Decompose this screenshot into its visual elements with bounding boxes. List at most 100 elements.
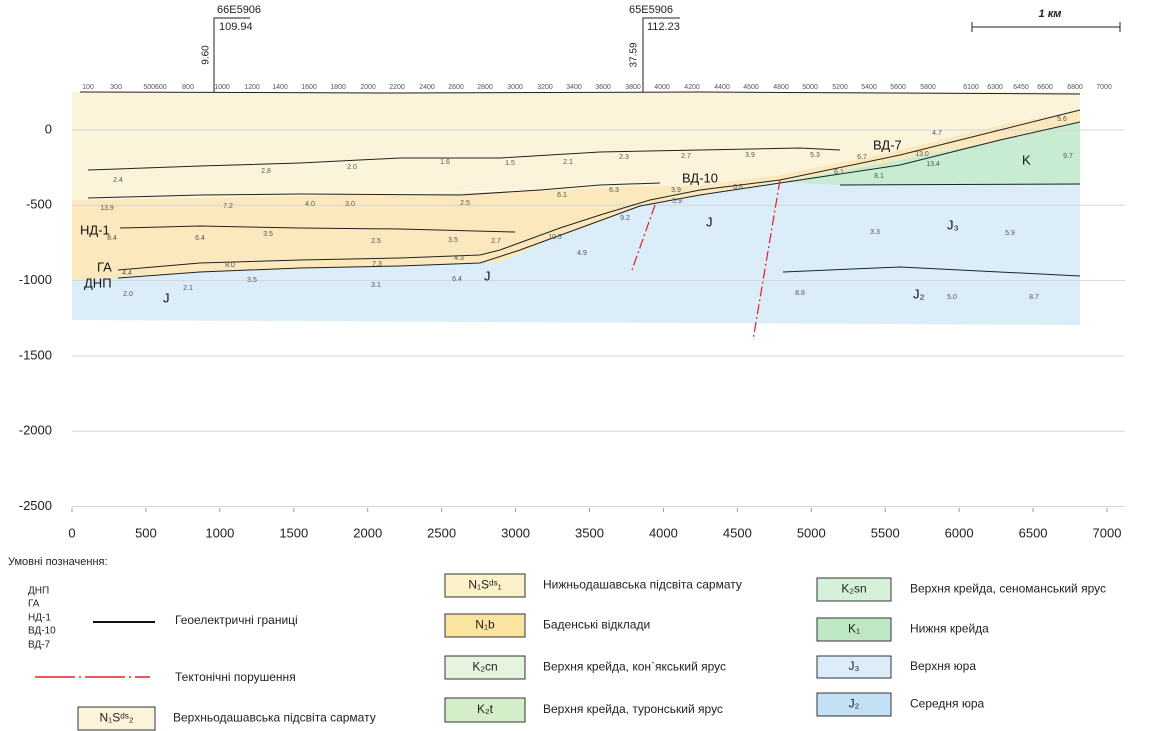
resistivity-label: 2.3 <box>619 154 629 161</box>
layer-label: НД-1 <box>80 222 110 237</box>
legend-code: K₁ <box>848 622 860 636</box>
legend-code: J₂ <box>849 697 860 711</box>
well-elevation: 109.94 <box>219 21 253 33</box>
picket-label: 5200 <box>832 84 848 91</box>
page: {"wells":[{"name":"66Е5906","elevation":… <box>0 0 1163 731</box>
picket-label: 6450 <box>1013 84 1029 91</box>
legend-text: Верхня крейда, туронський ярус <box>543 702 723 716</box>
resistivity-label: 2.1 <box>183 285 193 292</box>
resistivity-label: 6.1 <box>834 169 844 176</box>
legend-boundary: ВД-7 <box>28 640 51 651</box>
picket-label: 2600 <box>448 84 464 91</box>
section: 66Е5906 109.94 9.60 65Е5906 112.23 37.59… <box>0 0 1163 731</box>
resistivity-label: 3.9 <box>745 152 755 159</box>
resistivity-label: 5.9 <box>672 198 682 205</box>
picket-label: 4600 <box>743 84 759 91</box>
layer-label: J₂ <box>913 286 925 301</box>
x-tick-label: 1500 <box>279 525 308 540</box>
picket-label: 6600 <box>1037 84 1053 91</box>
x-tick-label: 7000 <box>1093 525 1122 540</box>
resistivity-label: 3.5 <box>448 237 458 244</box>
resistivity-label: 3.5 <box>263 231 273 238</box>
picket-label: 1400 <box>272 84 288 91</box>
legend-text: Верхньодашавська підсвіта сармату <box>173 711 376 725</box>
resistivity-label: 3.5 <box>247 277 257 284</box>
legend-text: Тектонічні порушення <box>175 670 296 684</box>
resistivity-label: 6.6 <box>733 184 743 191</box>
resistivity-label: 2.1 <box>563 159 573 166</box>
y-tick-label: -1500 <box>19 347 52 362</box>
resistivity-label: 4.4 <box>122 270 132 277</box>
resistivity-label: 8.8 <box>795 290 805 297</box>
y-tick-label: -2000 <box>19 423 52 438</box>
layer-label: ДНП <box>84 275 112 290</box>
picket-label: 7000 <box>1096 84 1112 91</box>
resistivity-label: 8.1 <box>874 173 884 180</box>
x-tick-label: 6000 <box>945 525 974 540</box>
resistivity-label: 13.9 <box>100 205 114 212</box>
resistivity-label: 8.7 <box>1029 294 1039 301</box>
resistivity-label: 3.9 <box>671 187 681 194</box>
layer-label: K <box>1022 152 1031 167</box>
well-depth: 37.59 <box>629 42 640 67</box>
picket-label: 6800 <box>1067 84 1083 91</box>
picket-label: 1800 <box>330 84 346 91</box>
legend-code: K₂t <box>477 702 494 716</box>
resistivity-label: 2.7 <box>491 238 501 245</box>
well-depth: 9.60 <box>201 45 212 65</box>
resistivity-label: 13.4 <box>926 161 940 168</box>
resistivity-label: 10.5 <box>548 234 562 241</box>
resistivity-label: 3.0 <box>345 201 355 208</box>
picket-label: 3800 <box>625 84 641 91</box>
picket-label: 4200 <box>684 84 700 91</box>
legend-text: Верхня юра <box>910 659 976 673</box>
legend-boundary: ДНП <box>28 586 49 597</box>
layer-label: J₃ <box>947 217 959 232</box>
picket-label: 3400 <box>566 84 582 91</box>
x-tick-label: 6500 <box>1019 525 1048 540</box>
legend-code: J₃ <box>849 659 860 673</box>
y-tick-label: 0 <box>45 121 52 136</box>
picket-label: 300 <box>110 84 122 91</box>
picket-label: 5600 <box>890 84 906 91</box>
x-tick-label: 2500 <box>427 525 456 540</box>
resistivity-label: 4.7 <box>932 130 942 137</box>
resistivity-label: 4.3 <box>454 255 464 262</box>
x-tick-label: 4000 <box>649 525 678 540</box>
legend-code: N₁Sᵈˢ₂ <box>100 711 134 725</box>
y-tick-label: -500 <box>26 197 52 212</box>
legend-text: Верхня крейда, кон`якський ярус <box>543 660 726 674</box>
legend-boundary: ГА <box>28 599 40 610</box>
resistivity-label: 13.0 <box>915 151 929 158</box>
x-tick-label: 0 <box>68 525 75 540</box>
resistivity-label: 9.2 <box>620 215 630 222</box>
legend-text: Геоелектричні границі <box>175 613 298 627</box>
x-tick-label: 5000 <box>797 525 826 540</box>
legend-code: N₁Sᵈˢ₁ <box>468 578 501 592</box>
picket-label: 1000 <box>214 84 230 91</box>
resistivity-label: 2.8 <box>261 168 271 175</box>
picket-label: 2800 <box>477 84 493 91</box>
x-tick-label: 1000 <box>205 525 234 540</box>
resistivity-label: 4.0 <box>305 201 315 208</box>
resistivity-label: 4.9 <box>577 250 587 257</box>
picket-label: 1200 <box>244 84 260 91</box>
resistivity-label: 2.7 <box>681 153 691 160</box>
legend-code: K₂sn <box>841 582 866 596</box>
resistivity-label: 2.4 <box>113 177 123 184</box>
y-tick-label: -2500 <box>19 498 52 513</box>
picket-label: 100 <box>82 84 94 91</box>
well-elevation: 112.23 <box>647 21 680 33</box>
resistivity-label: 2.5 <box>371 238 381 245</box>
layer-label: ГА <box>97 259 112 274</box>
picket-label: 3200 <box>537 84 553 91</box>
legend-boundary: НД-1 <box>28 613 51 624</box>
picket-label: 2200 <box>389 84 405 91</box>
layer-label: ВД-7 <box>873 137 902 152</box>
picket-label: 2000 <box>360 84 376 91</box>
picket-label: 4800 <box>773 84 789 91</box>
resistivity-label: 5.9 <box>1005 230 1015 237</box>
resistivity-label: 3.1 <box>371 282 381 289</box>
resistivity-label: 1.5 <box>505 160 515 167</box>
picket-label: 5800 <box>920 84 936 91</box>
